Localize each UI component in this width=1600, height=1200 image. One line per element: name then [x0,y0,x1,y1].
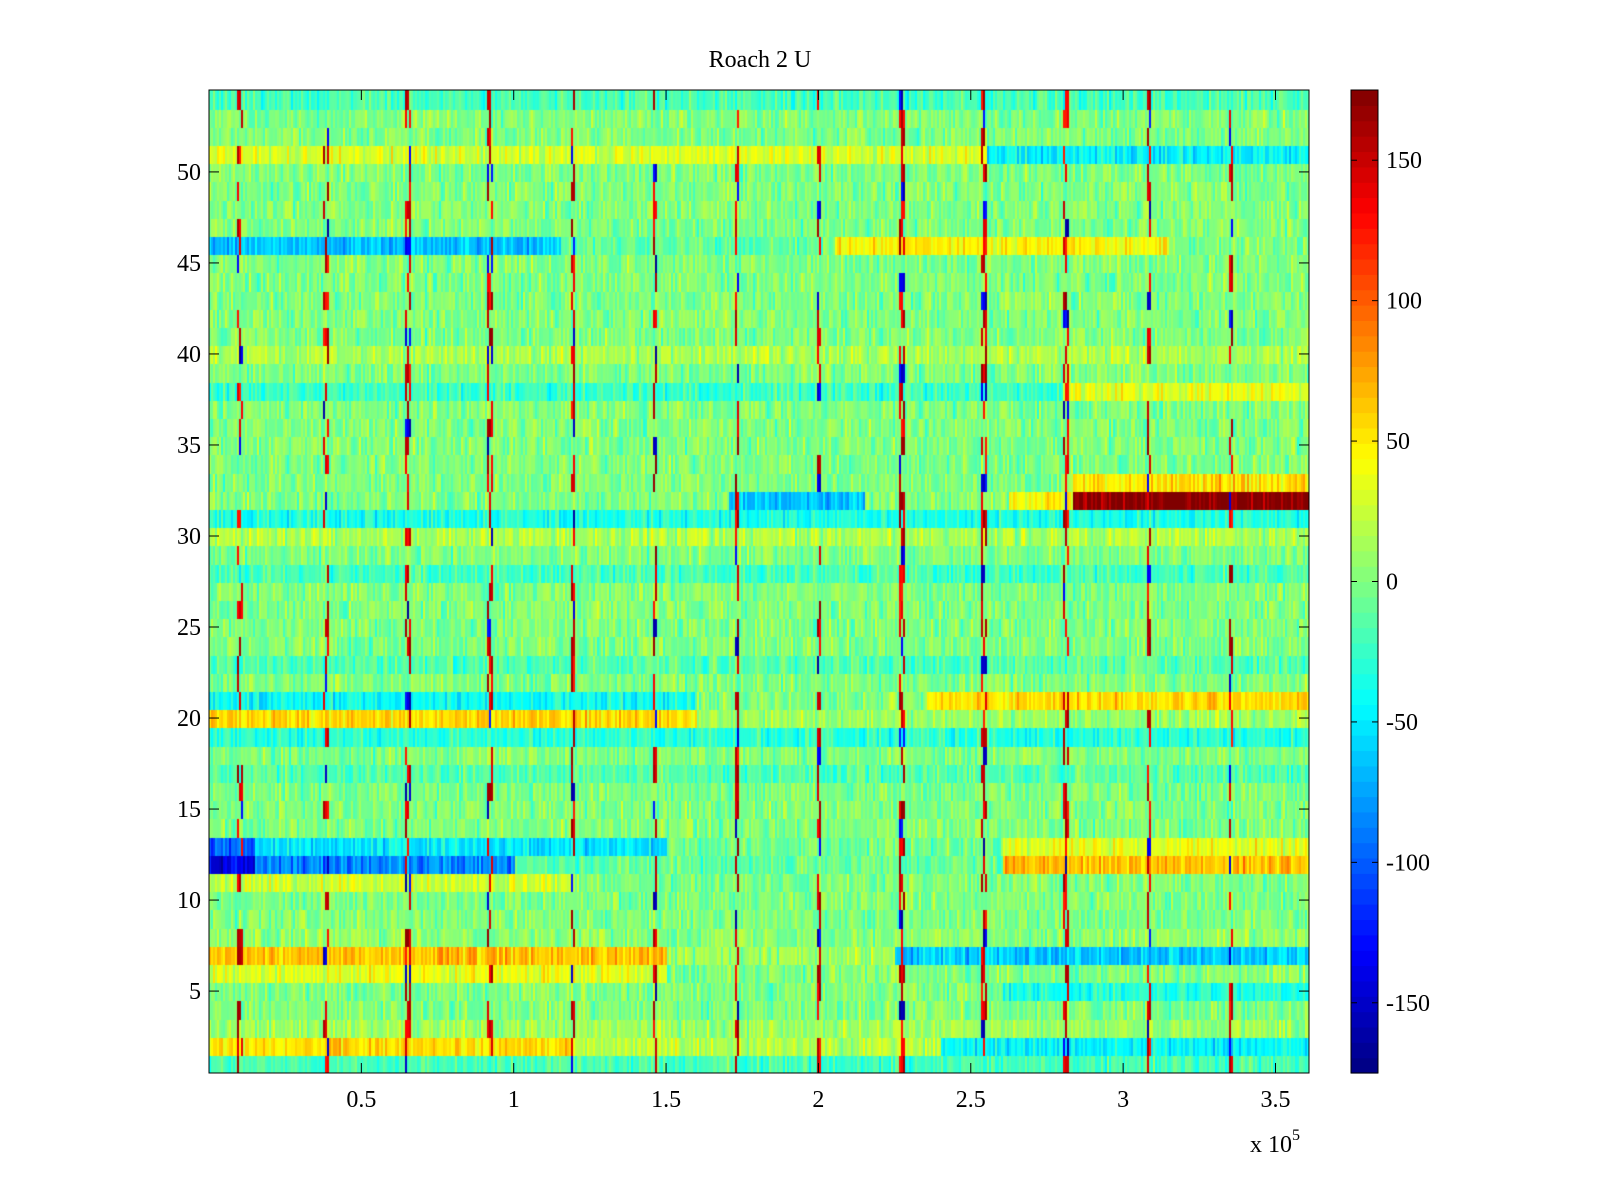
colorbar-tick-label: -100 [1386,850,1430,876]
colorbar-band [1351,289,1378,306]
colorbar-band [1351,965,1378,982]
x-tick-label: 3.5 [1260,1087,1290,1113]
colorbar-band [1351,581,1378,598]
colorbar-band [1351,827,1378,844]
colorbar-band [1351,904,1378,921]
colorbar-band [1351,750,1378,767]
colorbar-band [1351,443,1378,460]
y-tick-label: 30 [177,524,201,550]
colorbar: 150 100 50 0 -50 -100 -150 [1350,89,1430,1074]
y-tick-label: 40 [177,342,201,368]
x-axis-multiplier-base: x 10 [1250,1132,1292,1158]
colorbar-band [1351,504,1378,521]
colorbar-tick-label: 100 [1386,289,1422,315]
colorbar-band [1351,658,1378,675]
colorbar-band [1351,166,1378,183]
colorbar-band [1351,719,1378,736]
heatmap-plot-area [209,90,1309,1073]
y-tick-label: 20 [177,706,201,732]
x-axis-multiplier-exponent: 5 [1292,1127,1300,1144]
colorbar-band [1351,796,1378,813]
colorbar-band [1351,305,1378,321]
x-tick-label: 2.5 [956,1087,986,1113]
colorbar-band [1351,320,1378,337]
colorbar-band [1351,335,1378,352]
colorbar-band [1351,1011,1378,1028]
colorbar-band [1351,243,1378,260]
colorbar-band [1351,351,1378,368]
colorbar-band [1351,765,1378,782]
colorbar-band [1351,90,1378,106]
colorbar-band [1351,934,1378,951]
colorbar-band [1351,642,1378,659]
colorbar-band [1351,120,1378,137]
chart-title: Roach 2 U [709,47,812,73]
plot-axes: 0.5 1 1.5 2 2.5 3 3.5 5 10 15 20 25 30 35 40 45 50 [177,89,1310,1113]
colorbar-band [1351,735,1378,752]
colorbar-tick-label: -150 [1386,991,1430,1017]
colorbar-tick-label: 0 [1386,570,1398,596]
colorbar-band [1351,689,1378,705]
colorbar-band [1351,182,1378,199]
heatmap-image [209,90,1309,1073]
colorbar-band [1351,811,1378,828]
y-tick-label: 15 [177,797,201,823]
colorbar-tick-label: 150 [1386,148,1422,174]
colorbar-band [1351,1057,1378,1074]
colorbar-band [1351,520,1378,537]
colorbar-band [1351,566,1378,583]
colorbar-band [1351,550,1378,567]
colorbar-band [1351,873,1378,890]
y-tick-label: 5 [189,979,201,1005]
colorbar-band [1351,427,1378,444]
colorbar-band [1351,950,1378,967]
colorbar-band [1351,842,1378,859]
colorbar-band [1351,857,1378,874]
colorbar-band [1351,1042,1378,1059]
colorbar-band [1351,781,1378,798]
colorbar-band [1351,105,1378,122]
colorbar-band [1351,919,1378,936]
colorbar-tick-label: -50 [1386,710,1418,736]
plot-frame [208,89,1310,1074]
x-tick-label: 1 [508,1087,520,1113]
colorbar-band [1351,489,1378,506]
colorbar-band [1351,381,1378,398]
colorbar-band [1351,136,1378,153]
x-axis-multiplier: x 105 [1250,1127,1300,1158]
colorbar-band [1351,980,1378,997]
colorbar-tick-label: 50 [1386,429,1410,455]
colorbar-band [1351,473,1378,490]
y-tick-label: 10 [177,888,201,914]
colorbar-band [1351,996,1378,1013]
x-tick-label: 3 [1117,1087,1129,1113]
colorbar-band [1351,397,1378,414]
y-tick-label: 25 [177,615,201,641]
colorbar-band [1351,627,1378,644]
colorbar-band [1351,197,1378,214]
y-tick-label: 50 [177,160,201,186]
y-tick-label: 35 [177,433,201,459]
x-tick-label: 0.5 [346,1087,376,1113]
colorbar-band [1351,366,1378,383]
colorbar-band [1351,274,1378,291]
colorbar-band [1351,458,1378,475]
colorbar-band [1351,151,1378,168]
colorbar-band [1351,673,1378,690]
x-tick-label: 1.5 [651,1087,681,1113]
colorbar-band [1351,888,1378,905]
colorbar-band [1351,612,1378,629]
colorbar-band [1351,258,1378,275]
y-tick-label: 45 [177,251,201,277]
colorbar-band [1351,412,1378,429]
colorbar-band [1351,535,1378,552]
colorbar-band [1351,1026,1378,1043]
colorbar-band [1351,228,1378,245]
colorbar-band [1351,704,1378,721]
colorbar-band [1351,596,1378,613]
x-tick-label: 2 [812,1087,824,1113]
colorbar-band [1351,212,1378,229]
